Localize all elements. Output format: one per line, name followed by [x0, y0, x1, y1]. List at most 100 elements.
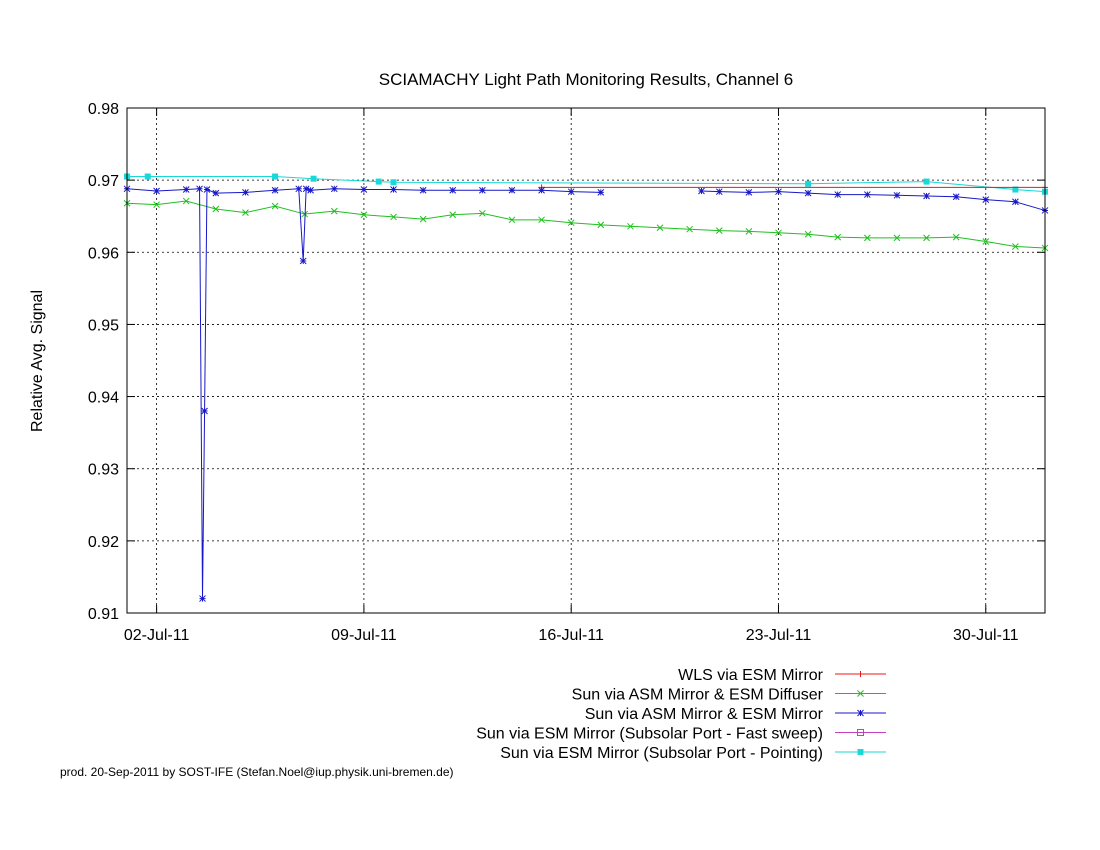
data-point: [419, 215, 427, 223]
x-tick-label: 09-Jul-11: [331, 627, 397, 644]
data-point: [923, 192, 930, 200]
data-point: [182, 197, 190, 205]
data-point: [863, 234, 871, 242]
y-tick-label: 0.94: [88, 390, 119, 407]
data-point: [153, 187, 160, 195]
data-point: [310, 175, 317, 182]
data-point: [271, 186, 279, 194]
x-tick-label: 16-Jul-11: [538, 627, 604, 644]
series-1: [123, 197, 1049, 252]
data-point: [375, 178, 382, 185]
data-point: [196, 185, 203, 193]
data-point: [449, 211, 457, 219]
data-point: [597, 189, 605, 196]
data-point: [952, 193, 960, 201]
data-point: [775, 188, 782, 196]
data-point: [330, 185, 338, 193]
data-point: [271, 202, 279, 210]
axis-ticks: 0.91 0.92 0.93 0.94 0.95 0.96 0.97 0.98 02-Jul-1…: [88, 101, 1045, 644]
y-axis-label: Relative Avg. Signal: [29, 290, 46, 432]
legend-swatch-marker: [857, 690, 864, 697]
data-point: [1012, 243, 1019, 250]
legend-swatch-marker: [857, 729, 864, 736]
legend-label: Sun via ESM Mirror (Subsolar Port - Poin…: [500, 745, 823, 762]
data-point: [656, 224, 664, 232]
data-point: [1012, 186, 1019, 193]
series-layer: [123, 173, 1049, 602]
y-tick-label: 0.98: [88, 101, 119, 118]
data-point: [745, 189, 753, 196]
data-point: [698, 187, 705, 195]
data-point: [745, 228, 753, 235]
data-point: [360, 211, 368, 219]
data-point: [449, 186, 457, 194]
series-2: [123, 185, 1049, 602]
data-point: [508, 216, 516, 224]
data-point: [182, 186, 190, 193]
data-point: [330, 207, 338, 215]
data-point: [715, 188, 723, 196]
data-point: [272, 173, 279, 180]
y-tick-label: 0.92: [88, 534, 119, 551]
data-point: [805, 180, 812, 187]
data-point: [299, 257, 307, 265]
data-point: [982, 238, 990, 245]
legend: WLS via ESM Mirror Sun via ASM Mirror & E…: [476, 667, 886, 762]
data-point: [863, 191, 871, 198]
series-line: [126, 188, 601, 599]
series-line: [701, 190, 1046, 211]
x-tick-label: 23-Jul-11: [746, 627, 812, 644]
data-point: [390, 213, 397, 221]
data-point: [775, 229, 782, 237]
data-point: [893, 191, 901, 199]
data-point: [212, 189, 220, 197]
footer-credit: prod. 20-Sep-2011 by SOST-IFE (Stefan.No…: [60, 765, 454, 779]
x-tick-label: 30-Jul-11: [953, 627, 1019, 644]
chart-title: SCIAMACHY Light Path Monitoring Results,…: [379, 70, 794, 89]
data-point: [567, 219, 575, 227]
data-point: [212, 205, 220, 213]
data-point: [479, 186, 486, 194]
legend-label: Sun via ASM Mirror & ESM Diffuser: [572, 687, 824, 704]
data-point: [597, 221, 605, 229]
data-point: [508, 186, 516, 194]
data-point: [302, 185, 310, 193]
legend-swatch-marker: [857, 709, 864, 717]
x-tick-label: 02-Jul-11: [124, 627, 190, 644]
data-point: [627, 222, 634, 230]
data-point: [203, 186, 211, 193]
data-point: [360, 186, 368, 193]
data-point: [686, 225, 693, 233]
y-tick-label: 0.93: [88, 462, 119, 479]
data-point: [923, 178, 930, 185]
legend-label: Sun via ASM Mirror & ESM Mirror: [585, 706, 824, 723]
legend-label: WLS via ESM Mirror: [678, 667, 824, 684]
legend-swatch-marker: [857, 671, 864, 677]
data-point: [479, 209, 486, 217]
data-point: [153, 201, 160, 209]
y-tick-label: 0.97: [88, 173, 119, 190]
legend-label: Sun via ESM Mirror (Subsolar Port - Fast…: [476, 726, 823, 743]
data-point: [804, 189, 812, 197]
data-point: [242, 189, 249, 196]
data-point: [144, 173, 151, 180]
data-point: [199, 595, 206, 602]
data-point: [307, 186, 314, 194]
data-point: [715, 227, 723, 234]
data-point: [295, 185, 303, 193]
data-point: [390, 179, 397, 186]
data-point: [834, 191, 842, 198]
series-line: [126, 200, 1046, 249]
data-point: [804, 230, 812, 238]
y-tick-label: 0.91: [88, 606, 119, 623]
series-line: [127, 176, 1046, 193]
data-point: [242, 209, 249, 216]
plot-frame: [126, 107, 1046, 614]
data-point: [982, 196, 990, 203]
grid-lines: [127, 108, 1045, 613]
y-tick-label: 0.95: [88, 317, 119, 334]
data-point: [538, 186, 545, 194]
data-point: [952, 233, 960, 241]
data-point: [419, 186, 427, 194]
